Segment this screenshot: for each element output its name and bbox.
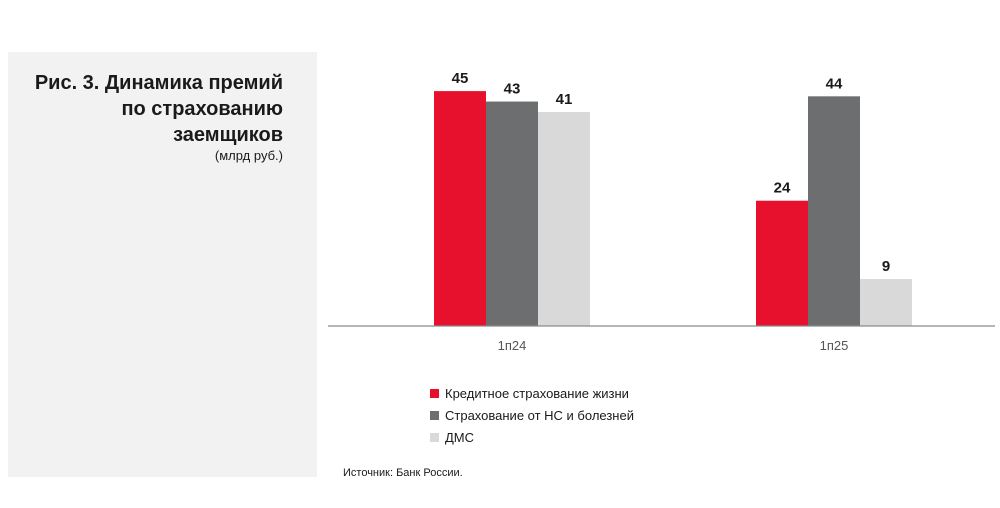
- legend-swatch-accident-illness: [430, 410, 439, 420]
- bar-1п24-series-1: [486, 101, 538, 326]
- title-panel: Рис. 3. Динамика премий по страхованию з…: [8, 52, 317, 477]
- bar-chart: 45 43 41 1п24 24 44 9 1п25: [328, 70, 995, 353]
- legend-item-accident-illness: Страхование от НС и болезней: [430, 404, 634, 426]
- legend-label-dms: ДМС: [445, 429, 475, 445]
- x-tick-label-0: 1п24: [498, 338, 527, 353]
- x-tick-label-1: 1п25: [820, 338, 849, 353]
- chart-title: Рис. 3. Динамика премий по страхованию з…: [34, 72, 283, 146]
- bar-1п24-series-2: [538, 111, 590, 326]
- bar-1п25-series-2: [860, 279, 912, 326]
- legend-swatch-dms: [430, 432, 439, 442]
- chart-subtitle: (млрд руб.): [214, 148, 283, 163]
- legend-item-dms: ДМС: [430, 426, 634, 448]
- legend-swatch-credit-life: [430, 388, 439, 398]
- legend-item-credit-life: Кредитное страхование жизни: [430, 382, 634, 404]
- data-label-1п25-series-2: 9: [882, 258, 890, 275]
- legend-label-credit-life: Кредитное страхование жизни: [445, 385, 629, 401]
- bar-1п24-series-0: [434, 91, 486, 326]
- data-label-1п24-series-0: 45: [452, 70, 469, 87]
- data-label-1п25-series-1: 44: [826, 75, 843, 92]
- data-label-1п24-series-1: 43: [504, 81, 521, 98]
- bar-1п25-series-0: [756, 200, 808, 326]
- bar-1п25-series-1: [808, 96, 860, 326]
- data-label-1п25-series-0: 24: [774, 180, 791, 197]
- legend: Кредитное страхование жизни Страхование …: [430, 382, 634, 448]
- legend-label-accident-illness: Страхование от НС и болезней: [445, 407, 634, 423]
- source-note: Источник: Банк России.: [343, 467, 463, 479]
- data-label-1п24-series-2: 41: [556, 91, 573, 108]
